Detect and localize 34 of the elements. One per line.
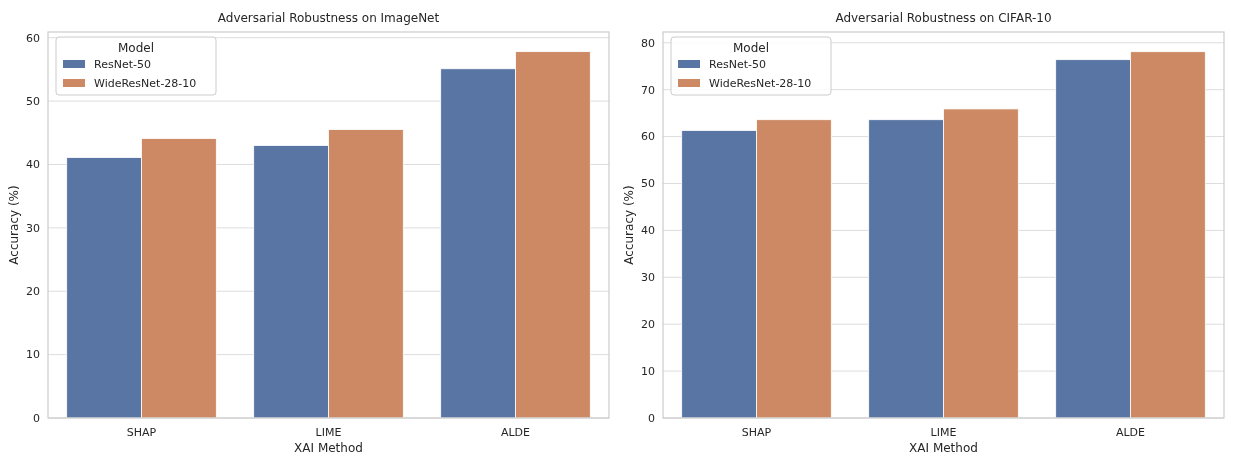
x-tick-label: ALDE	[500, 426, 531, 439]
y-tick-label: 50	[26, 94, 40, 108]
y-tick-label: 20	[641, 318, 655, 332]
y-tick-label: 10	[26, 348, 40, 362]
x-axis-title: XAI Method	[909, 441, 978, 455]
y-tick-label: 20	[26, 285, 40, 299]
y-tick-label: 0	[648, 411, 655, 425]
x-tick-label: LIME	[315, 426, 342, 439]
legend: Model ResNet-50 WideResNet-28-10	[670, 36, 832, 96]
x-tick-label: SHAP	[741, 426, 772, 439]
y-tick-label: 50	[641, 177, 655, 191]
y-tick-label: 0	[33, 411, 40, 425]
y-tick-label: 80	[641, 36, 655, 50]
x-axis-title: XAI Method	[294, 441, 363, 455]
x-tick-label: ALDE	[1115, 426, 1146, 439]
x-tick-label: SHAP	[126, 426, 157, 439]
chart-title: Adversarial Robustness on ImageNet	[217, 11, 440, 25]
legend-label: ResNet-50	[94, 58, 151, 71]
chart-title: Adversarial Robustness on CIFAR-10	[835, 11, 1052, 25]
y-tick-label: 70	[641, 83, 655, 97]
y-tick-label: 30	[26, 221, 40, 235]
y-axis-title: Accuracy (%)	[622, 185, 636, 265]
legend-title: Model	[732, 41, 770, 55]
legend-label: ResNet-50	[709, 58, 766, 71]
y-tick-label: 10	[641, 364, 655, 378]
x-tick-label: LIME	[930, 426, 957, 439]
y-tick-label: 60	[26, 31, 40, 45]
y-tick-label: 40	[641, 224, 655, 238]
y-tick-label: 30	[641, 271, 655, 285]
y-axis-title: Accuracy (%)	[7, 185, 21, 265]
y-tick-label: 60	[641, 130, 655, 144]
legend-title: Model	[117, 41, 155, 55]
legend-label: WideResNet-28-10	[94, 77, 197, 90]
y-tick-label: 40	[26, 158, 40, 172]
